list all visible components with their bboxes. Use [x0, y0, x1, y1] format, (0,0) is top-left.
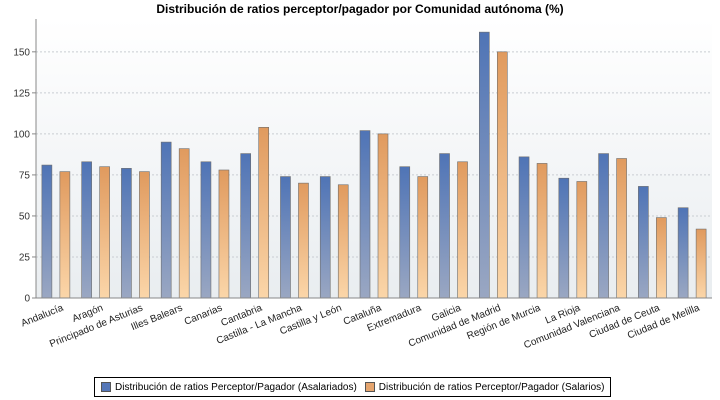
bar-asalariados	[160, 141, 172, 299]
bar-asalariados	[558, 177, 570, 299]
legend-label-salarios: Distribución de ratios Perceptor/Pagador…	[378, 381, 605, 393]
bar-salarios	[496, 51, 508, 299]
bar-salarios	[59, 171, 71, 299]
bar-salarios	[139, 171, 150, 299]
bar-salarios	[99, 166, 110, 299]
bar-salarios	[258, 127, 270, 299]
legend-swatch-asalariados	[101, 382, 111, 392]
bar-asalariados	[81, 161, 92, 299]
bar-asalariados	[359, 130, 371, 299]
bar-asalariados	[200, 161, 212, 299]
bar-asalariados	[319, 176, 331, 299]
bar-asalariados	[518, 156, 530, 299]
bars	[41, 31, 707, 299]
legend: Distribución de ratios Perceptor/Pagador…	[94, 377, 612, 397]
bar-asalariados	[638, 186, 649, 299]
y-tick-label: 25	[19, 252, 31, 263]
y-tick-label: 75	[19, 170, 31, 181]
bar-salarios	[576, 181, 588, 299]
plot-area	[36, 19, 712, 298]
bar-salarios	[536, 163, 548, 299]
legend-item-asalariados: Distribución de ratios Perceptor/Pagador…	[101, 382, 357, 393]
y-tick-label: 0	[24, 294, 30, 305]
bar-salarios	[178, 148, 190, 299]
x-category-label: Canarias	[183, 303, 224, 328]
bar-asalariados	[439, 153, 450, 299]
bar-asalariados	[399, 166, 411, 299]
bar-salarios	[337, 184, 349, 299]
bar-salarios	[457, 161, 468, 299]
bar-salarios	[218, 169, 230, 299]
legend-swatch-salarios	[364, 382, 375, 392]
legend-label-asalariados: Distribución de ratios Perceptor/Pagador…	[115, 381, 357, 393]
bar-salarios	[656, 217, 667, 299]
y-tick-label: 150	[13, 47, 30, 58]
chart-title: Distribución de ratios perceptor/pagador…	[156, 2, 564, 16]
bar-salarios	[417, 176, 429, 299]
y-tick-label: 125	[13, 88, 30, 99]
bar-asalariados	[121, 168, 132, 299]
x-category-label: Andalucía	[20, 302, 66, 329]
bar-salarios	[298, 182, 309, 299]
bar-asalariados	[677, 207, 689, 299]
bar-asalariados	[41, 164, 53, 299]
bar-salarios	[695, 228, 707, 299]
legend-item-salarios: Distribución de ratios Perceptor/Pagador…	[364, 381, 605, 393]
bar-asalariados	[478, 31, 490, 299]
bar-asalariados	[598, 153, 609, 299]
axes	[32, 19, 712, 299]
y-tick-label: 100	[13, 129, 30, 140]
y-tick-label: 50	[19, 211, 31, 222]
bar-asalariados	[280, 176, 291, 299]
bar-salarios	[616, 158, 627, 299]
bar-salarios	[377, 133, 389, 299]
bar-asalariados	[240, 153, 252, 299]
